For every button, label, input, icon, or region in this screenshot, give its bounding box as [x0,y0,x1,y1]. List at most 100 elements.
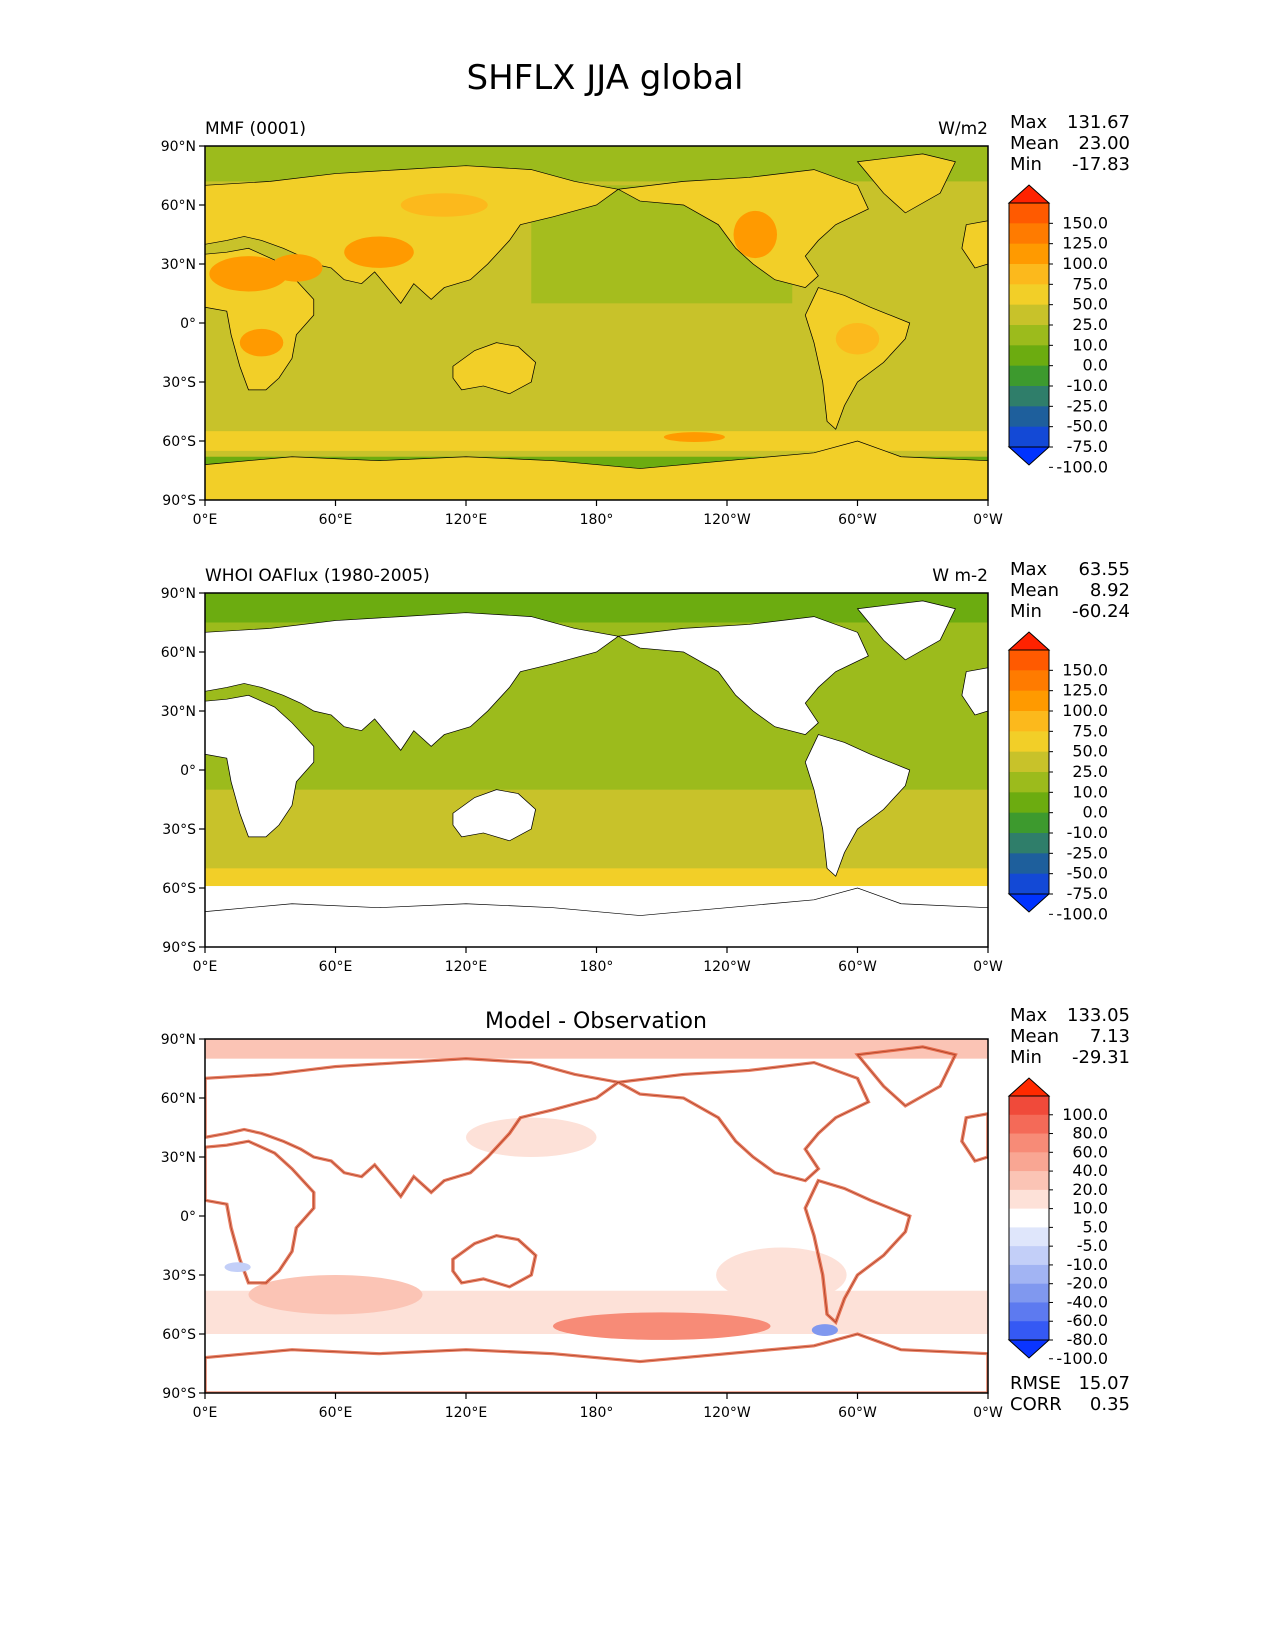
colorbar-segment [1009,1246,1049,1266]
panel-obs-left-title: WHOI OAFlux (1980-2005) [205,566,430,586]
colorbar-label: 10.0 [1072,1199,1108,1218]
lon-tick-label: 60°W [838,1405,877,1421]
colorbar-label: 50.0 [1072,742,1108,761]
stat-label: Max [1010,1005,1048,1026]
colorbar-label: 125.0 [1062,234,1108,253]
lat-tick-label: 30°N [161,1150,196,1166]
lon-tick-label: 180° [580,512,614,528]
colorbar-extend-max [1007,1077,1051,1097]
colorbar-layer: 150.0125.0100.075.050.025.010.00.0-10.0-… [1007,184,1108,1368]
stat-value: -29.31 [1072,1047,1130,1068]
model-southern-band [205,431,988,451]
colorbar-label: -10.0 [1067,376,1108,395]
lon-tick-label: 0°E [193,512,218,528]
stat-label: Min [1010,601,1042,622]
stat-value: 133.05 [1067,1005,1130,1026]
lat-tick-label: 60°N [161,198,196,214]
colorbar-label: 20.0 [1072,1180,1108,1199]
colorbar-segment [1009,325,1049,346]
lon-tick-label: 0°W [973,959,1003,975]
colorbar-segment [1009,711,1049,732]
lon-tick-label: 120°W [703,1405,751,1421]
lat-tick-label: 30°N [161,704,196,720]
colorbar-label: -75.0 [1067,884,1108,903]
colorbar-segment [1009,223,1049,245]
colorbar-extend-min [1007,893,1051,913]
colorbar-label: 80.0 [1072,1124,1108,1143]
lat-tick-label: 60°S [162,434,196,450]
model-hotspot-spacific [663,432,725,442]
colorbar-segment [1009,1208,1049,1228]
model-hotspot-tibet [344,236,414,268]
stat-label: Min [1010,154,1042,175]
colorbar-label: -75.0 [1067,437,1108,456]
colorbar-label: 150.0 [1062,660,1108,679]
lon-tick-label: 120°W [703,512,751,528]
colorbar-segment [1009,731,1049,753]
colorbar-segment [1009,1152,1049,1172]
model-hotspot-arabia [270,254,323,282]
diff-nw-pacific [466,1117,597,1157]
colorbar-extend-max [1007,184,1051,204]
colorbar-label: 25.0 [1072,315,1108,334]
lat-tick-label: 0° [180,316,196,332]
colorbar-segment [1009,1096,1049,1116]
stat-value: 131.67 [1067,112,1130,133]
colorbar-segment [1009,792,1049,814]
metric-value: 15.07 [1078,1373,1130,1394]
colorbar-segment [1009,873,1049,895]
stat-label: Mean [1010,1026,1059,1047]
colorbar-label: 25.0 [1072,762,1108,781]
colorbar-segment [1009,1171,1049,1191]
stat-label: Max [1010,112,1048,133]
diff-s-indian [248,1275,423,1315]
colorbar-segment [1009,812,1049,834]
panel-model: MMF (0001) W/m2 [204,119,989,501]
colorbar-segment [1009,751,1049,773]
colorbar-segment [1009,690,1049,712]
panel-model-units: W/m2 [938,119,988,139]
colorbar-label: -40.0 [1067,1292,1108,1311]
lat-tick-label: 90°N [161,586,196,602]
colorbar-label: 75.0 [1072,274,1108,293]
colorbar-label: -50.0 [1067,864,1108,883]
lat-tick-label: 90°S [162,493,196,509]
colorbar-segment [1009,426,1049,448]
colorbar-label: -10.0 [1067,823,1108,842]
lon-tick-label: 60°E [319,512,353,528]
colorbar-segment [1009,243,1049,265]
colorbar-label: 125.0 [1062,681,1108,700]
colorbar-label: -50.0 [1067,417,1108,436]
colorbar-label: -100.0 [1056,1349,1108,1368]
panel-obs: WHOI OAFlux (1980-2005) W m-2 [204,566,989,948]
lat-tick-label: 0° [180,1209,196,1225]
figure-title: SHFLX JJA global [467,58,744,98]
stat-label: Min [1010,1047,1042,1068]
diff-negative-patch [811,1324,838,1336]
colorbar-label: 0.0 [1083,803,1108,822]
colorbar-segment [1009,264,1049,285]
lat-tick-label: 90°N [161,139,196,155]
lat-tick-label: 90°S [162,1386,196,1402]
stat-value: 7.13 [1090,1026,1130,1047]
colorbar-extend-min [1007,1339,1051,1359]
colorbar-label: 150.0 [1062,213,1108,232]
stat-value: -17.83 [1072,154,1130,175]
metric-label: CORR [1010,1394,1062,1415]
colorbar-label: 100.0 [1062,254,1108,273]
map-diff [205,1039,988,1393]
colorbar-label: -100.0 [1056,904,1108,923]
lon-tick-label: 60°W [838,512,877,528]
panel-diff: Model - Observation [204,1009,989,1394]
colorbar-label: 40.0 [1072,1161,1108,1180]
stat-label: Mean [1010,580,1059,601]
stats-layer: Max 131.67 Mean 23.00 Min -17.83 Max 63.55 Mean 8… [1010,112,1130,1415]
colorbar-segment [1009,853,1049,875]
colorbar-frame [1008,1095,1050,1341]
panel-model-left-title: MMF (0001) [205,119,306,139]
colorbar-segment [1009,772,1049,793]
colorbar-segment [1009,365,1049,387]
lon-tick-label: 180° [580,1405,614,1421]
colorbar-segment [1009,833,1049,854]
